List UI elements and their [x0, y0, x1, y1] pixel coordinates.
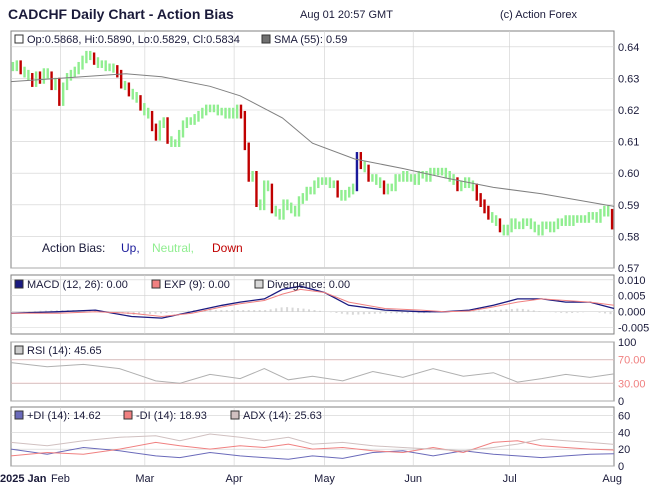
x-tick-label: Aug	[602, 473, 622, 485]
macd-legend: MACD (12, 26): 0.00	[27, 279, 128, 291]
x-tick-label: Jun	[404, 473, 422, 485]
panel-2-tick-label: 70.00	[618, 355, 646, 367]
panel-1-tick-label: 0.000	[618, 307, 646, 319]
price-tick-label: 0.63	[618, 73, 639, 85]
price-tick-label: 0.58	[618, 231, 639, 243]
panel-2-series-0	[10, 362, 615, 384]
panel-1-tick-label: -0.005	[618, 323, 649, 335]
price-tick-label: 0.61	[618, 137, 639, 149]
bias-label: Action Bias:	[42, 241, 105, 255]
ohlc-legend: Op:0.5868, Hi:0.5890, Lo:0.5829, Cl:0.58…	[27, 34, 240, 46]
price-tick-label: 0.57	[618, 263, 639, 275]
panel-2-tick-label: 100	[618, 337, 636, 349]
panel-3-series-0	[10, 446, 615, 460]
chart-header: CADCHF Daily Chart - Action Bias Aug 01 …	[0, 0, 650, 28]
panel-3-tick-label: 20	[618, 444, 630, 456]
panel-3-tick-label: 40	[618, 427, 630, 439]
plus-di-legend: +DI (14): 14.62	[27, 410, 101, 422]
panel-3-tick-label: 60	[618, 410, 630, 422]
divergence-legend: Divergence: 0.00	[267, 279, 350, 291]
x-tick-label: Mar	[135, 473, 154, 485]
plus-di-legend-swatch	[14, 410, 24, 420]
x-tick-label: 2025 Jan	[0, 473, 47, 485]
chart-timestamp: Aug 01 20:57 GMT	[300, 9, 393, 21]
minus-di-legend-swatch	[123, 410, 133, 420]
x-tick-label: May	[314, 473, 335, 485]
chart-title: CADCHF Daily Chart - Action Bias	[8, 6, 234, 22]
price-tick-label: 0.60	[618, 168, 639, 180]
x-tick-label: Feb	[51, 473, 70, 485]
panel-2-tick-label: 0	[618, 396, 624, 408]
sma-legend-swatch	[261, 34, 271, 44]
panel-1-tick-label: 0.010	[618, 275, 646, 287]
panel-2-tick-label: 30.00	[618, 378, 646, 390]
macd-legend-swatch	[14, 279, 24, 289]
panel-3-tick-label: 0	[618, 461, 624, 473]
sma-line	[10, 73, 615, 207]
price-tick-label: 0.64	[618, 42, 639, 54]
divergence-legend-swatch	[254, 279, 264, 289]
minus-di-legend: -DI (14): 18.93	[136, 410, 207, 422]
price-tick-label: 0.62	[618, 105, 639, 117]
ohlc-legend-swatch	[14, 34, 24, 44]
bias-neutral-label: Neutral,	[152, 241, 194, 255]
rsi-legend: RSI (14): 45.65	[27, 345, 102, 357]
bias-down-label: Down	[212, 241, 243, 255]
panel-3-series-1	[10, 440, 615, 457]
panel-1-tick-label: 0.005	[618, 291, 646, 303]
adx-legend-swatch	[230, 410, 240, 420]
x-tick-label: Apr	[226, 473, 243, 485]
copyright-label: (c) Action Forex	[500, 9, 578, 21]
rsi-legend-swatch	[14, 345, 24, 355]
price-tick-label: 0.59	[618, 200, 639, 212]
panel-3-series-2	[10, 433, 615, 452]
exp-legend-swatch	[151, 279, 161, 289]
sma-legend: SMA (55): 0.59	[274, 34, 347, 46]
panel-frame-0	[10, 30, 615, 269]
adx-legend: ADX (14): 25.63	[243, 410, 322, 422]
panel-1-series-1	[11, 288, 615, 318]
exp-legend: EXP (9): 0.00	[164, 279, 230, 291]
x-tick-label: Jul	[503, 473, 517, 485]
panel-frame-1	[10, 274, 615, 335]
bias-up-label: Up,	[121, 241, 140, 255]
